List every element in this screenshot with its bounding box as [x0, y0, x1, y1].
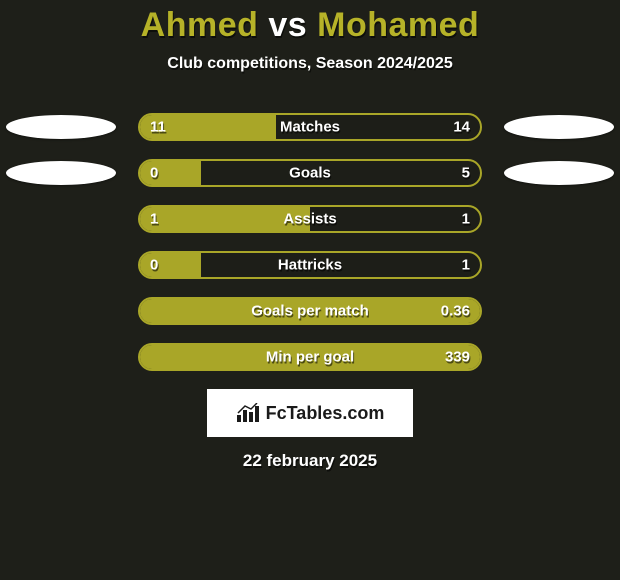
stat-row: 0.36 Goals per match — [0, 297, 620, 325]
vs-separator: vs — [268, 6, 307, 44]
stat-value-left: 0 — [150, 165, 158, 182]
stat-label: Goals — [289, 165, 331, 182]
subtitle: Club competitions, Season 2024/2025 — [167, 55, 452, 73]
stat-value-left: 11 — [150, 119, 166, 136]
stat-row: 11 14 Matches — [0, 113, 620, 141]
player2-name: Mohamed — [317, 6, 479, 44]
stat-rows: 1114Matches05Goals11Assists01Hattricks0.… — [0, 113, 620, 371]
comparison-card: Ahmed vs Mohamed Club competitions, Seas… — [0, 0, 620, 580]
stat-value-left: 0 — [150, 257, 158, 274]
stat-label: Assists — [283, 211, 336, 228]
stat-label: Matches — [280, 119, 340, 136]
stat-row: 1 1 Assists — [0, 205, 620, 233]
chart-icon — [236, 403, 260, 423]
team-logo-right — [504, 115, 614, 139]
stat-value-right: 339 — [445, 349, 470, 366]
player1-name: Ahmed — [141, 6, 259, 44]
stat-value-right: 5 — [462, 165, 470, 182]
stat-bar: 0.36 Goals per match — [138, 297, 482, 325]
stat-bar: 339 Min per goal — [138, 343, 482, 371]
stat-value-right: 0.36 — [441, 303, 470, 320]
stat-row: 0 1 Hattricks — [0, 251, 620, 279]
stat-value-left: 1 — [150, 211, 158, 228]
stat-value-right: 1 — [462, 257, 470, 274]
stat-label: Min per goal — [266, 349, 354, 366]
team-logo-left — [6, 115, 116, 139]
watermark: FcTables.com — [207, 389, 413, 437]
page-title: Ahmed vs Mohamed — [141, 6, 480, 45]
date-text: 22 february 2025 — [243, 451, 377, 471]
stat-row: 0 5 Goals — [0, 159, 620, 187]
stat-bar: 11 14 Matches — [138, 113, 482, 141]
stat-value-right: 14 — [453, 119, 470, 136]
stat-value-right: 1 — [462, 211, 470, 228]
stat-row: 339 Min per goal — [0, 343, 620, 371]
team-logo-right — [504, 161, 614, 185]
stat-label: Hattricks — [278, 257, 342, 274]
team-logo-left — [6, 161, 116, 185]
stat-bar: 1 1 Assists — [138, 205, 482, 233]
stat-bar: 0 5 Goals — [138, 159, 482, 187]
stat-label: Goals per match — [251, 303, 369, 320]
watermark-text: FcTables.com — [266, 403, 385, 424]
stat-bar: 0 1 Hattricks — [138, 251, 482, 279]
